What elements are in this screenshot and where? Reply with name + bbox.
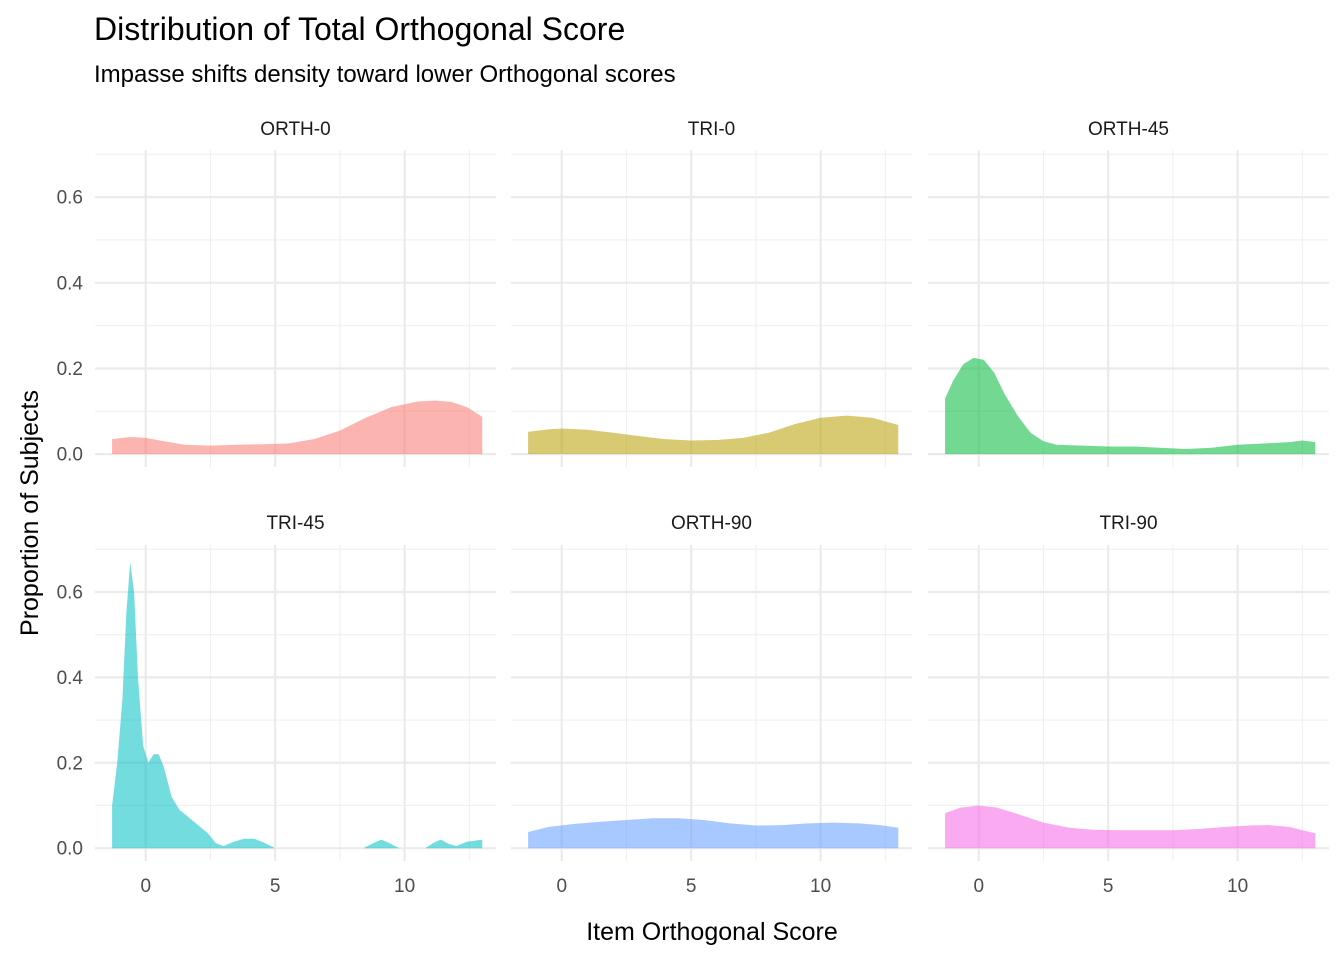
facet-label-orth-0: ORTH-0 (260, 119, 330, 140)
x-tick-label: 10 (1227, 876, 1248, 897)
facet-label-tri-90: TRI-90 (1099, 513, 1157, 534)
facet-panel-tri-0: TRI-0 (511, 119, 912, 467)
density-area-orth-90 (528, 818, 899, 849)
x-tick-label: 5 (1103, 876, 1114, 897)
density-area-orth-0 (112, 400, 483, 455)
density-area-tri-90 (945, 805, 1316, 849)
facet-label-orth-45: ORTH-45 (1088, 119, 1169, 140)
x-tick-label: 0 (140, 876, 151, 897)
y-tick-label: 0.6 (57, 188, 83, 209)
x-tick-label: 5 (270, 876, 281, 897)
x-tick-label: 0 (973, 876, 984, 897)
x-tick-label: 0 (556, 876, 567, 897)
y-tick-label: 0.2 (57, 753, 83, 774)
density-area-orth-45 (945, 357, 1316, 455)
y-tick-label: 0.0 (57, 839, 83, 860)
facet-panels: ORTH-0 0.0 0.2 0.4 0.6 TRI-0 ORTH-45 TRI-45 0.0 0… (57, 119, 1329, 897)
density-area-tri-45 (112, 562, 483, 849)
y-axis-label: Proportion of Subjects (16, 390, 44, 636)
facet-panel-tri-90: TRI-90 0 5 10 (928, 513, 1329, 897)
x-axis-label: Item Orthogonal Score (586, 918, 838, 946)
x-tick-label: 5 (686, 876, 697, 897)
chart-title: Distribution of Total Orthogonal Score (94, 11, 625, 47)
chart-subtitle: Impasse shifts density toward lower Orth… (94, 61, 676, 88)
x-tick-label: 10 (810, 876, 831, 897)
y-tick-label: 0.4 (57, 273, 84, 294)
y-tick-label: 0.4 (57, 668, 84, 689)
facet-panel-orth-90: ORTH-90 0 5 10 (511, 513, 912, 897)
y-tick-label: 0.2 (57, 359, 83, 380)
facet-label-orth-90: ORTH-90 (671, 513, 752, 534)
y-tick-label: 0.6 (57, 582, 83, 603)
density-area-tri-0 (528, 415, 899, 455)
facet-panel-tri-45: TRI-45 0.0 0.2 0.4 0.6 0 5 10 (57, 513, 496, 897)
x-tick-label: 10 (394, 876, 415, 897)
facet-label-tri-45: TRI-45 (266, 513, 324, 534)
facet-panel-orth-0: ORTH-0 0.0 0.2 0.4 0.6 (57, 119, 496, 467)
facet-label-tri-0: TRI-0 (688, 119, 736, 140)
y-tick-label: 0.0 (57, 445, 83, 466)
facet-panel-orth-45: ORTH-45 (928, 119, 1329, 467)
